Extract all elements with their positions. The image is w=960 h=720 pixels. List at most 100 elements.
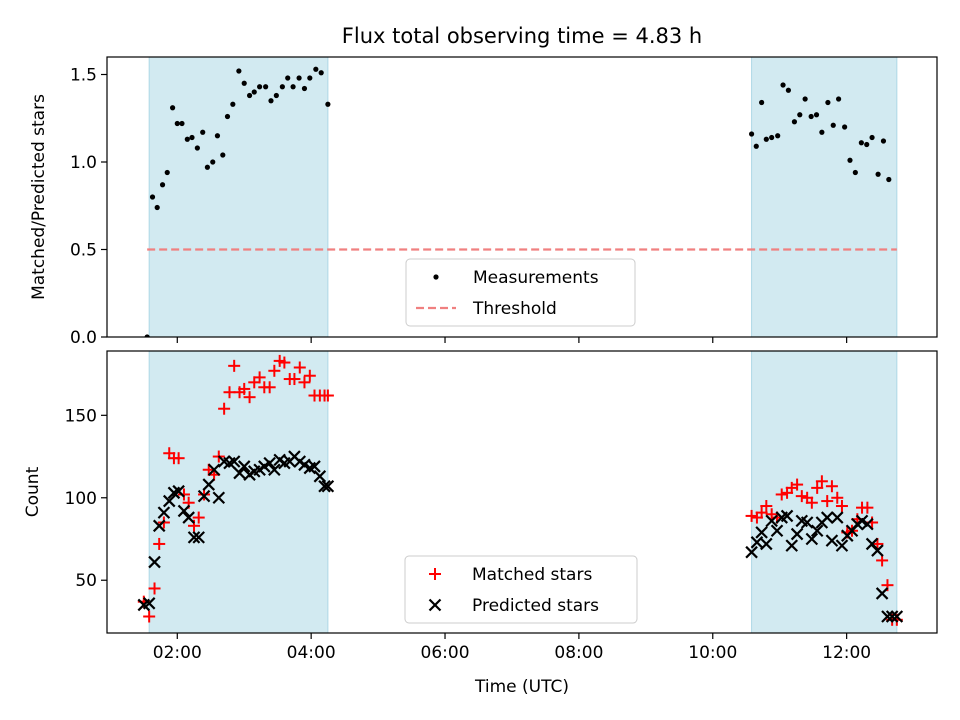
predicted-star-point (810, 524, 824, 538)
measurement-point (144, 334, 150, 337)
matched-star-point (795, 490, 808, 503)
legend-label: Threshold (472, 299, 557, 319)
matched-star-point (177, 488, 190, 501)
predicted-star-point (780, 509, 794, 523)
measurement-point (830, 122, 836, 128)
measurement-point (257, 84, 263, 90)
measurement-point (808, 113, 814, 120)
measurement-point (769, 134, 775, 141)
axes-frame (106, 56, 938, 338)
matched-star-point (831, 491, 844, 504)
measurement-point (285, 75, 291, 81)
measurement-point (200, 129, 206, 135)
measurement-point (791, 119, 798, 125)
predicted-star-point (881, 610, 894, 623)
predicted-star-point (790, 527, 804, 541)
legend-label: Matched stars (472, 565, 592, 585)
x-tick-label: 10:00 (688, 643, 737, 663)
predicted-star-point (148, 555, 161, 569)
measurement-point (268, 98, 274, 104)
predicted-star-point (152, 519, 166, 533)
predicted-star-point (800, 516, 814, 529)
matched-star-point (268, 364, 281, 377)
predicted-star-point (755, 526, 768, 539)
measurement-point (214, 133, 221, 139)
x-tick-label: 08:00 (554, 643, 603, 663)
y-tick-label: 0.5 (70, 241, 97, 261)
measurement-point (819, 129, 825, 135)
legend: Matched stars Predicted stars (404, 555, 638, 624)
matched-star-point (811, 481, 824, 494)
predicted-star-point (890, 610, 904, 623)
predicted-star-point (263, 456, 276, 470)
matched-star-point (775, 488, 788, 501)
matched-star-point (218, 402, 231, 415)
observing-interval-1 (148, 57, 329, 337)
predicted-star-point (177, 504, 191, 518)
predicted-star-point (770, 524, 784, 538)
measurement-point (224, 113, 231, 120)
y-tick-label: 0.0 (70, 328, 97, 348)
predicted-star-point (885, 610, 899, 623)
matched-star-point (278, 356, 291, 369)
x-tick-label: 02:00 (153, 643, 202, 663)
predicted-star-point (805, 532, 819, 546)
measurement-point (880, 138, 887, 144)
measurement-point (174, 120, 180, 127)
predicted-star-point (192, 531, 205, 544)
measurement-point (759, 99, 765, 106)
measurement-point (263, 84, 269, 90)
legend-label: Predicted stars (472, 596, 599, 616)
y-axis-label: Count (23, 466, 43, 517)
measurement-point (775, 133, 781, 139)
predicted-star-point (785, 539, 799, 552)
matched-star-point (805, 496, 818, 509)
matched-star-point (755, 506, 768, 519)
predicted-star-point (321, 479, 335, 493)
measurement-point (864, 141, 870, 148)
predicted-star-point (750, 536, 764, 549)
measurement-point (307, 75, 313, 81)
predicted-star-point (318, 479, 331, 493)
measurement-point (318, 70, 324, 76)
x-tick-label: 12:00 (822, 643, 871, 663)
measurement-point (169, 105, 176, 111)
measurement-point (763, 136, 769, 142)
measurement-point (780, 82, 786, 88)
predicted-star-point (157, 506, 171, 519)
y-tick-label: 100 (65, 489, 97, 509)
measurement-point (753, 143, 759, 149)
measurement-point (847, 157, 853, 163)
predicted-star-point (172, 484, 185, 498)
measurement-point (875, 171, 881, 177)
predicted-star-point (187, 531, 201, 544)
measurement-point (189, 134, 195, 141)
measurement-point (251, 89, 257, 95)
measurement-point (813, 112, 820, 118)
chart-title: Flux total observing time = 4.83 h (342, 24, 702, 48)
measurement-point (296, 75, 302, 81)
predicted-star-point (830, 511, 844, 524)
predicted-star-point (825, 534, 839, 547)
y-axis-label: Matched/Predicted stars (29, 94, 49, 300)
predicted-star-point (835, 539, 849, 552)
matched-star-point (143, 610, 156, 623)
axes-frame (106, 350, 938, 634)
predicted-star-point (182, 511, 195, 524)
measurement-point (273, 92, 279, 99)
predicted-star-point (237, 460, 251, 473)
observing-interval-2 (751, 351, 898, 633)
measurement-point (842, 124, 848, 130)
measurement-point (210, 159, 216, 165)
predicted-star-point (202, 478, 216, 491)
measurement-point (852, 169, 858, 176)
measurement-point (797, 112, 803, 118)
matched-star-point (321, 389, 334, 402)
matched-star-point (745, 509, 758, 522)
measurement-point (149, 194, 156, 200)
x-tick-label: 06:00 (421, 643, 470, 663)
predicted-star-point (268, 463, 281, 477)
predicted-star-point (142, 597, 156, 610)
measurement-point (802, 96, 808, 102)
matched-star-point (223, 386, 236, 399)
